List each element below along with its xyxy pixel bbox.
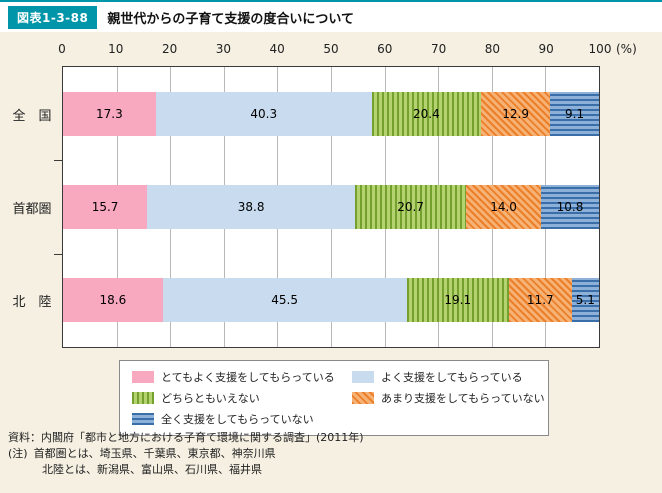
axis-tick-label: 10	[108, 42, 124, 56]
axis-unit-label: (%)	[616, 42, 637, 56]
plot-area: 17.3 40.3 20.4 12.9 9.1 15.7 38.8 20.7 14.0 10.8 1…	[54, 66, 600, 348]
category-label: 全 国	[12, 109, 52, 124]
axis-tick-label: 50	[323, 42, 339, 56]
legend-label: どちらともいえない	[161, 392, 260, 405]
axis-tick-label: 20	[161, 42, 178, 56]
y-axis-tick	[54, 160, 62, 161]
category-labels: 全 国首都圏北 陸	[8, 66, 56, 348]
footer-notes: 資料：内閣府「都市と地方における子育て環境に関する調査」(2011年) (注) …	[8, 430, 364, 478]
bar-segment: 20.7	[355, 185, 467, 229]
legend-label: とてもよく支援をしてもらっている	[161, 371, 335, 384]
axis-tick-label: 30	[215, 42, 232, 56]
note-text-1: 首都圏とは、埼玉県、千葉県、東京都、神奈川県	[33, 447, 276, 460]
bar-segment: 20.4	[371, 92, 482, 136]
stacked-bar: 18.6 45.5 19.1 11.7 5.1	[63, 278, 599, 322]
legend-item: とてもよく支援をしてもらっている	[132, 369, 348, 385]
figure-header: 図表1-3-88 親世代からの子育て支援の度合いについて	[0, 2, 662, 32]
bar-segment: 5.1	[571, 278, 599, 322]
bar-segment: 9.1	[550, 92, 599, 136]
bar-segment: 40.3	[155, 92, 372, 136]
note-text-2: 北陸とは、新潟県、富山県、石川県、福井県	[42, 463, 262, 476]
figure-number-badge: 図表1-3-88	[8, 5, 98, 29]
bar-segment: 11.7	[508, 278, 572, 322]
legend-label: 全く支援をしてもらっていない	[161, 413, 314, 426]
legend-swatch	[132, 413, 154, 425]
legend-item: どちらともいえない	[132, 390, 348, 406]
bar-segment: 14.0	[466, 185, 542, 229]
axis-tick-label: 70	[430, 42, 447, 56]
stacked-bar: 15.7 38.8 20.7 14.0 10.8	[63, 185, 599, 229]
category-label: 首都圏	[12, 202, 52, 217]
bar-segment: 12.9	[481, 92, 551, 136]
x-axis: 0 10 20 30 40 50 60 70 80 90 100	[58, 42, 611, 58]
bar-segment: 19.1	[406, 278, 509, 322]
source-text: 資料：内閣府「都市と地方における子育て環境に関する調査」(2011年)	[8, 431, 364, 444]
axis-tick-label: 90	[538, 42, 554, 56]
axis-tick-label: 80	[484, 42, 501, 56]
legend: とてもよく支援をしてもらっている よく支援をしてもらっているどちらともいえない あま…	[119, 360, 549, 436]
legend-label: あまり支援をしてもらっていない	[381, 392, 545, 405]
note-line-1: (注) 首都圏とは、埼玉県、千葉県、東京都、神奈川県	[8, 446, 364, 462]
bar-segment: 15.7	[63, 185, 148, 229]
stacked-bar: 17.3 40.3 20.4 12.9 9.1	[63, 92, 599, 136]
legend-label: よく支援をしてもらっている	[381, 371, 523, 384]
legend-swatch	[352, 392, 374, 404]
axis-tick-label: 60	[377, 42, 393, 56]
note-line-2: 北陸とは、新潟県、富山県、石川県、福井県	[8, 462, 364, 478]
bar-segment: 45.5	[162, 278, 407, 322]
top-accent-line	[0, 0, 662, 2]
legend-item: 全く支援をしてもらっていない	[132, 411, 348, 427]
legend-item: あまり支援をしてもらっていない	[352, 390, 545, 406]
bar-segment: 10.8	[541, 185, 599, 229]
legend-swatch	[352, 371, 374, 383]
legend-item: よく支援をしてもらっている	[352, 369, 545, 385]
category-label: 北 陸	[12, 295, 52, 310]
bar-segment: 17.3	[63, 92, 156, 136]
legend-swatch	[132, 371, 154, 383]
axis-tick-label: 40	[269, 42, 285, 56]
note-label: (注)	[8, 447, 28, 460]
figure-title: 親世代からの子育て支援の度合いについて	[107, 11, 354, 27]
axis-tick-label: 0	[58, 42, 66, 56]
bar-segment: 18.6	[63, 278, 163, 322]
y-axis-tick	[54, 254, 62, 255]
bar-segment: 38.8	[147, 185, 356, 229]
axis-tick-label: 100	[588, 42, 612, 56]
legend-swatch	[132, 392, 154, 404]
